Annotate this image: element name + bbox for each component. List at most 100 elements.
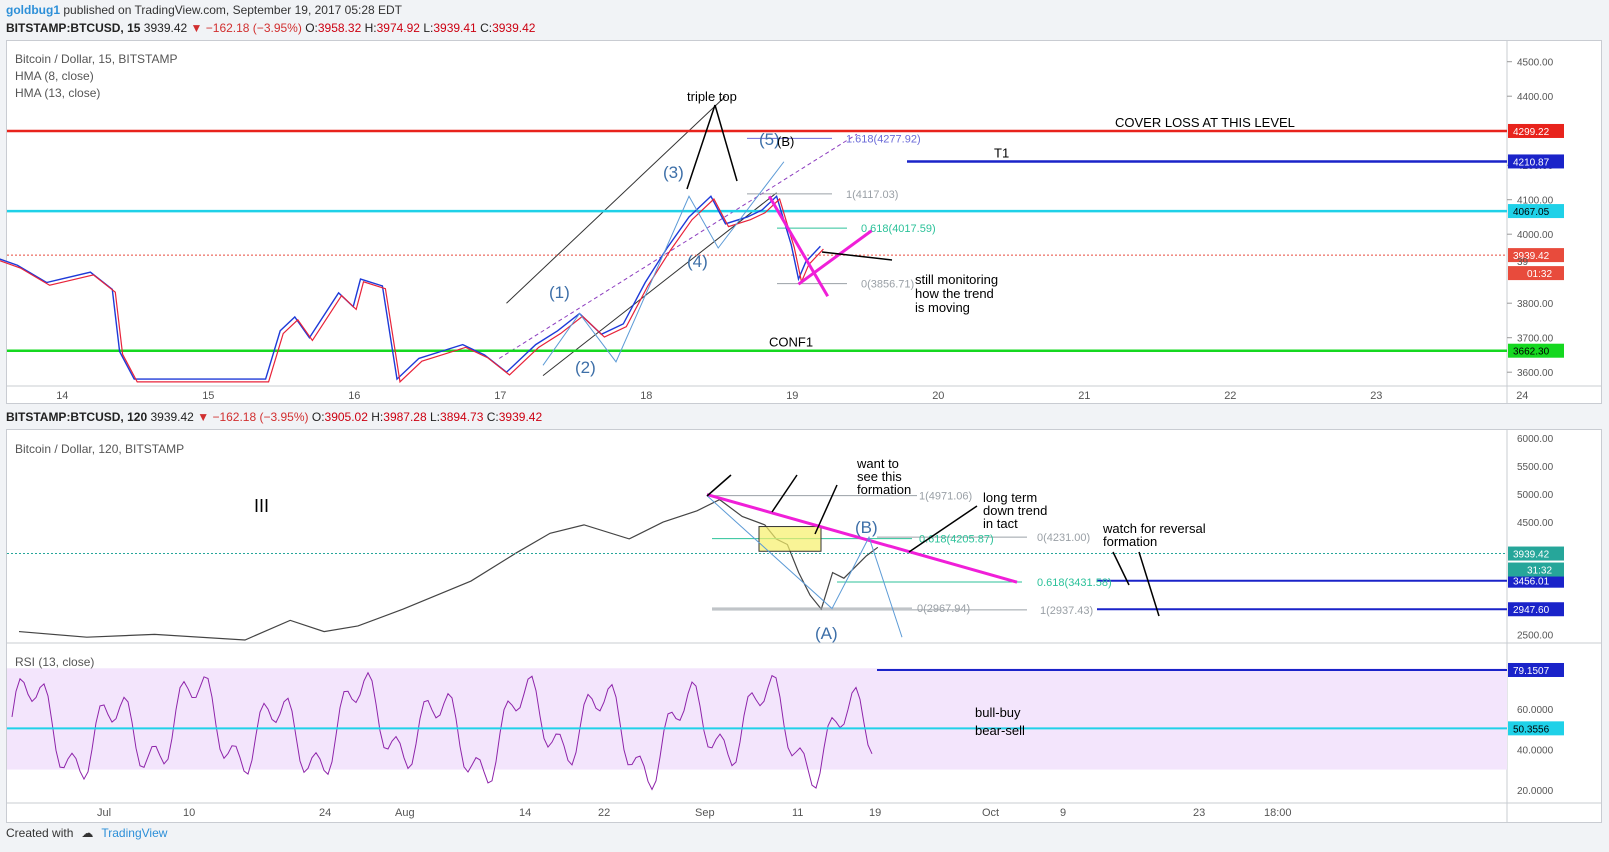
y-tick-label: 60.0000 bbox=[1517, 705, 1554, 716]
channel-lower-line bbox=[542, 192, 777, 377]
y-tick-label: 5000.00 bbox=[1517, 490, 1554, 501]
chart-annotation: (A) bbox=[815, 624, 838, 643]
chart-annotation: III bbox=[254, 496, 269, 516]
legend-item: HMA (13, close) bbox=[15, 86, 100, 100]
y-tick-label: 3800.00 bbox=[1517, 299, 1554, 310]
timer-tag bbox=[1508, 266, 1564, 281]
chart-15m-svg[interactable]: Bitcoin / Dollar, 15, BITSTAMP HMA (8, cl… bbox=[0, 41, 1601, 403]
annotation-arrow bbox=[1112, 551, 1130, 586]
price-level-tag-label: 3662.30 bbox=[1513, 347, 1550, 358]
x-tick-label: Aug bbox=[395, 807, 415, 819]
chart-annotation: (3) bbox=[663, 163, 684, 182]
chart-annotation: (B) bbox=[855, 518, 878, 537]
price-level-tag-label: 3939.42 bbox=[1513, 550, 1550, 561]
publish-header: goldbug1 published on TradingView.com, S… bbox=[6, 3, 402, 17]
h-label: H: bbox=[371, 410, 384, 424]
quote-last: 3939.42 bbox=[143, 21, 188, 35]
quote-high: 3974.92 bbox=[376, 21, 420, 35]
chart-panel-120m[interactable]: Bitcoin / Dollar, 120, BITSTAMP 6000.00 55… bbox=[6, 429, 1602, 823]
quote-close: 3939.42 bbox=[492, 21, 536, 35]
price-level-tag bbox=[1508, 602, 1564, 617]
l-label: L: bbox=[430, 410, 441, 424]
price-level-tag bbox=[1508, 343, 1564, 358]
chart-annotation: still monitoring bbox=[915, 272, 998, 287]
y-tick-label: 20.0000 bbox=[1517, 786, 1554, 797]
chart-annotation: 39 bbox=[1517, 257, 1529, 268]
publish-info: published on TradingView.com, September … bbox=[63, 3, 403, 17]
price-level-tag-label: 3939.42 bbox=[1513, 251, 1550, 262]
chart-annotation: (4) bbox=[687, 252, 708, 271]
price-level-annotation: COVER LOSS AT THIS LEVEL bbox=[1115, 115, 1295, 130]
y-tick-label: 40.0000 bbox=[1517, 745, 1554, 756]
rsi-level-tag-label: 50.3556 bbox=[1513, 724, 1550, 735]
x-tick-label: 14 bbox=[56, 390, 68, 402]
chart-annotation: in tact bbox=[983, 516, 1018, 531]
chart-annotation: triple top bbox=[687, 89, 737, 104]
quote-symbol: BITSTAMP:BTCUSD, 15 bbox=[6, 21, 141, 35]
chart-panel-15m[interactable]: Bitcoin / Dollar, 15, BITSTAMP HMA (8, cl… bbox=[0, 40, 1602, 404]
x-tick-label: 15 bbox=[202, 390, 214, 402]
quote-high: 3987.28 bbox=[383, 410, 427, 424]
fib-level-label: 1.618(4277.92) bbox=[846, 133, 921, 145]
x-tick-label: 9 bbox=[1060, 807, 1066, 819]
price-level-tag bbox=[1508, 248, 1564, 263]
formation-highlight-box bbox=[758, 526, 822, 552]
legend-item: RSI (13, close) bbox=[15, 655, 94, 669]
annotation-arrow bbox=[706, 474, 732, 497]
x-tick-label: 24 bbox=[1516, 390, 1528, 402]
fib-level-label: 0.618(4205.87) bbox=[919, 534, 994, 546]
annotation-arrow bbox=[1138, 551, 1160, 617]
y-tick-label: 4400.00 bbox=[1517, 92, 1554, 103]
legend-item: Bitcoin / Dollar, 15, BITSTAMP bbox=[15, 52, 178, 66]
fib-level-label: 0(4231.00) bbox=[1037, 532, 1090, 544]
footer: Created with ☁ TradingView bbox=[6, 826, 167, 840]
wedge-line-lower bbox=[797, 229, 873, 286]
chart-120m-svg[interactable]: Bitcoin / Dollar, 120, BITSTAMP 6000.00 55… bbox=[7, 430, 1601, 822]
fib-level-label: 0.618(3431.58) bbox=[1037, 577, 1112, 589]
quote-change: −162.18 (−3.95%) bbox=[212, 410, 309, 424]
quote-open: 3905.02 bbox=[324, 410, 368, 424]
x-tick-label: 17 bbox=[494, 390, 506, 402]
rsi-level-tag bbox=[1508, 721, 1564, 736]
rsi-series bbox=[11, 671, 873, 791]
quote-bar-bottom: BITSTAMP:BTCUSD, 120 3939.42 ▼ −162.18 (… bbox=[6, 410, 542, 424]
author-name[interactable]: goldbug1 bbox=[6, 3, 60, 17]
y-tick-label: 2500.00 bbox=[1517, 630, 1554, 641]
rsi-level-tag bbox=[1508, 662, 1564, 677]
created-with-label: Created with bbox=[6, 826, 74, 840]
l-label: L: bbox=[423, 21, 434, 35]
c-label: C: bbox=[480, 21, 493, 35]
fib-level-label: 0.618(4017.59) bbox=[861, 223, 936, 235]
price-level-tag-label: 4067.05 bbox=[1513, 207, 1550, 218]
y-tick-label: 3700.00 bbox=[1517, 334, 1554, 345]
x-tick-label: 18:00 bbox=[1264, 807, 1292, 819]
chart-annotation: how the trend bbox=[915, 286, 994, 301]
chart-annotation: is moving bbox=[915, 300, 970, 315]
rsi-annotation: bull-buy bbox=[975, 705, 1021, 720]
down-arrow-icon: ▼ bbox=[190, 21, 203, 35]
price-level-annotation: T1 bbox=[994, 145, 1009, 160]
c-label: C: bbox=[486, 410, 499, 424]
price-level-tag bbox=[1508, 123, 1564, 138]
y-tick-label: 4500.00 bbox=[1517, 58, 1554, 69]
arrow-monitoring bbox=[821, 251, 893, 261]
y-tick-label: 6000.00 bbox=[1517, 434, 1554, 445]
annotation-arrow bbox=[908, 505, 978, 553]
chart-annotation: (2) bbox=[575, 358, 596, 377]
x-tick-label: 11 bbox=[792, 807, 803, 819]
h-label: H: bbox=[364, 21, 377, 35]
tradingview-link[interactable]: TradingView bbox=[101, 826, 168, 840]
channel-mid-line bbox=[498, 133, 858, 359]
rsi-band bbox=[7, 668, 1507, 770]
x-tick-label: 14 bbox=[519, 807, 531, 819]
annotation-arrow bbox=[771, 474, 798, 513]
chart-annotation: (B) bbox=[777, 134, 794, 149]
price-level-tag-label: 3456.01 bbox=[1513, 577, 1550, 588]
o-label: O: bbox=[305, 21, 318, 35]
elliott-abc-line bbox=[706, 495, 903, 638]
x-tick-label: 22 bbox=[1224, 390, 1236, 402]
quote-open: 3958.32 bbox=[317, 21, 362, 35]
fib-level-label: 0(2967.94) bbox=[917, 603, 970, 615]
fib-level-label: 1(2937.43) bbox=[1040, 605, 1093, 617]
legend-item: HMA (8, close) bbox=[15, 69, 94, 83]
